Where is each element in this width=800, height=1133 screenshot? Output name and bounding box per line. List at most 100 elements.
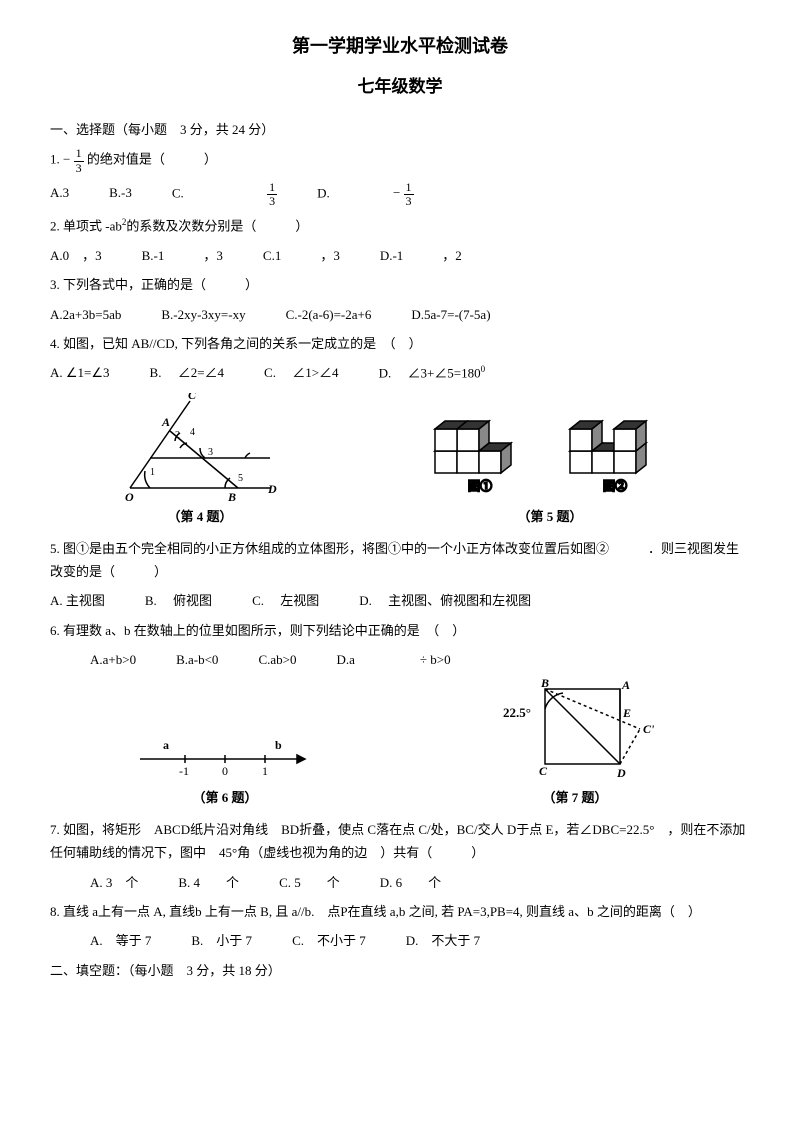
fraction-icon: 1 3 xyxy=(267,181,277,208)
label: D xyxy=(267,482,277,496)
q1-opt-c: C. 1 3 xyxy=(172,181,277,208)
q6-opt-d: D.a ÷ b>0 xyxy=(336,648,450,671)
q1-opt-b: B.-3 xyxy=(109,181,132,208)
geometry-diagram-icon: A C O B D 1 2 3 4 5 xyxy=(120,393,280,503)
label: 2 xyxy=(175,430,180,441)
q2-stem-b: 的系数及次数分别是（ ） xyxy=(126,218,308,233)
frac-den: 3 xyxy=(74,162,84,175)
fraction-icon: 1 3 xyxy=(74,147,84,174)
label: B xyxy=(227,490,236,503)
label: A xyxy=(161,415,170,429)
figure-6-label: （第 6 题） xyxy=(135,786,315,809)
sub-label: 图② xyxy=(603,478,627,493)
q3-opt-c: C.-2(a-6)=-2a+6 xyxy=(286,303,372,326)
q7-options: A. 3 个 B. 4 个 C. 5 个 D. 6 个 xyxy=(50,871,750,894)
label: O xyxy=(125,490,134,503)
opt-label: D. ∠3+∠5=180 xyxy=(379,366,481,381)
question-7: 7. 如图，将矩形 ABCD纸片沿对角线 BD折叠，使点 C落在点 C/处，BC… xyxy=(50,818,750,865)
question-2: 2. 单项式 -ab2的系数及次数分别是（ ） xyxy=(50,214,750,238)
figure-7: B A C D E C' 22.5° （第 7 题） xyxy=(485,679,665,809)
q2-stem: 2. 单项式 -ab xyxy=(50,218,122,233)
q1-opt-d: D. − 1 3 xyxy=(317,181,413,208)
question-5: 5. 图①是由五个完全相同的小正方休组成的立体图形，将图①中的一个小正方体改变位… xyxy=(50,537,750,584)
label: -1 xyxy=(179,764,189,778)
q7-opt-d: D. 6 个 xyxy=(380,871,441,894)
section-1-heading: 一、选择题（每小题 3 分，共 24 分） xyxy=(50,118,750,141)
fold-diagram-icon: B A C D E C' 22.5° xyxy=(485,679,665,784)
q4-opt-d: D. ∠3+∠5=1800 xyxy=(379,361,486,385)
q8-opt-a: A. 等于 7 xyxy=(90,929,151,952)
question-4: 4. 如图，已知 AB//CD, 下列各角之间的关系一定成立的是 （ ） xyxy=(50,332,750,355)
label: B xyxy=(540,679,549,690)
page-title: 第一学期学业水平检测试卷 xyxy=(50,30,750,62)
q7-opt-c: C. 5 个 xyxy=(279,871,340,894)
q1-options: A.3 B.-3 C. 1 3 D. − 1 3 xyxy=(50,181,750,208)
number-line-icon: a b -1 0 1 xyxy=(135,729,315,784)
sub-label: 图① xyxy=(468,478,492,493)
q4-opt-a: A. ∠1=∠3 xyxy=(50,361,110,385)
q5-options: A. 主视图 B. 俯视图 C. 左视图 D. 主视图、俯视图和左视图 xyxy=(50,589,750,612)
q5-opt-d: D. 主视图、俯视图和左视图 xyxy=(359,589,531,612)
label: 4 xyxy=(190,427,195,438)
q3-opt-b: B.-2xy-3xy=-xy xyxy=(161,303,245,326)
frac-num: 1 xyxy=(74,147,84,161)
frac-den: 3 xyxy=(404,195,414,208)
q4-opt-c: C. ∠1>∠4 xyxy=(264,361,339,385)
q2-opt-c: C.1 ，3 xyxy=(263,244,340,267)
q6-opt-c: C.ab>0 xyxy=(258,648,296,671)
q8-opt-b: B. 小于 7 xyxy=(191,929,252,952)
q6-opt-a: A.a+b>0 xyxy=(90,648,136,671)
q7-opt-a: A. 3 个 xyxy=(90,871,138,894)
figure-row-6-7: a b -1 0 1 （第 6 题） B A C D xyxy=(50,679,750,809)
label: E xyxy=(622,706,631,720)
fraction-icon: 1 3 xyxy=(404,181,414,208)
frac-num: 1 xyxy=(404,181,414,195)
angle-label: 22.5° xyxy=(503,705,531,720)
figure-4: A C O B D 1 2 3 4 5 （第 4 题） xyxy=(120,393,280,528)
q7-opt-b: B. 4 个 xyxy=(178,871,239,894)
superscript: 0 xyxy=(481,364,486,374)
label: C xyxy=(188,393,197,402)
figure-5: 图① 图② xyxy=(420,408,680,528)
page-subtitle: 七年级数学 xyxy=(50,72,750,103)
q2-opt-d: D.-1 ，2 xyxy=(380,244,462,267)
q1-opt-a: A.3 xyxy=(50,181,69,208)
q6-options: A.a+b>0 B.a-b<0 C.ab>0 D.a ÷ b>0 xyxy=(50,648,750,671)
minus-sign: − xyxy=(393,185,400,200)
q2-opt-a: A.0 ，3 xyxy=(50,244,102,267)
cubes-diagram-icon: 图① 图② xyxy=(420,408,680,503)
opt-label: C. xyxy=(172,185,184,200)
label: C xyxy=(539,764,548,778)
q5-opt-b: B. 俯视图 xyxy=(145,589,212,612)
frac-num: 1 xyxy=(267,181,277,195)
label: 5 xyxy=(238,473,243,484)
label: 3 xyxy=(208,447,213,458)
question-8: 8. 直线 a上有一点 A, 直线b 上有一点 B, 且 a//b. 点P在直线… xyxy=(50,900,750,923)
question-1: 1. − 1 3 的绝对值是（ ） xyxy=(50,147,750,174)
label: C' xyxy=(643,722,655,736)
label: 1 xyxy=(262,764,268,778)
label: A xyxy=(621,679,630,692)
q8-opt-c: C. 不小于 7 xyxy=(292,929,366,952)
label: 0 xyxy=(222,764,228,778)
q3-options: A.2a+3b=5ab B.-2xy-3xy=-xy C.-2(a-6)=-2a… xyxy=(50,303,750,326)
figure-5-label: （第 5 题） xyxy=(420,505,680,528)
q6-opt-b: B.a-b<0 xyxy=(176,648,218,671)
section-2-heading: 二、填空题：（每小题 3 分，共 18 分） xyxy=(50,959,750,982)
figure-4-label: （第 4 题） xyxy=(120,505,280,528)
q1-stem-a: 1. − xyxy=(50,152,70,167)
q2-opt-b: B.-1 ，3 xyxy=(142,244,223,267)
label: 1 xyxy=(150,467,155,478)
label: D xyxy=(616,766,626,780)
opt-label: D. xyxy=(317,185,330,200)
frac-den: 3 xyxy=(267,195,277,208)
q3-opt-d: D.5a-7=-(7-5a) xyxy=(411,303,490,326)
q1-stem-b: 的绝对值是（ ） xyxy=(87,152,217,167)
question-6: 6. 有理数 a、b 在数轴上的位里如图所示，则下列结论中正确的是 （ ） xyxy=(50,619,750,642)
q8-options: A. 等于 7 B. 小于 7 C. 不小于 7 D. 不大于 7 xyxy=(50,929,750,952)
q5-opt-a: A. 主视图 xyxy=(50,589,105,612)
question-3: 3. 下列各式中，正确的是（ ） xyxy=(50,273,750,296)
q4-options: A. ∠1=∠3 B. ∠2=∠4 C. ∠1>∠4 D. ∠3+∠5=1800 xyxy=(50,361,750,385)
figure-6: a b -1 0 1 （第 6 题） xyxy=(135,729,315,809)
q4-opt-b: B. ∠2=∠4 xyxy=(150,361,225,385)
